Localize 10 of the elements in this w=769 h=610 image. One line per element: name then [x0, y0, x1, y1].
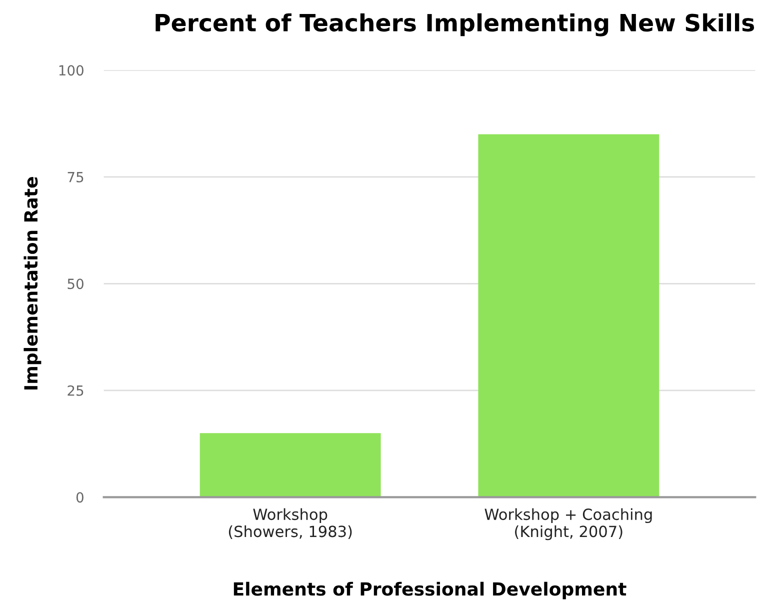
x-tick-label: Workshop (Showers, 1983)	[228, 508, 352, 539]
y-tick-label: 100	[59, 65, 84, 76]
chart-title: Percent of Teachers Implementing New Skills	[156, 13, 754, 36]
y-tick-label: 0	[76, 492, 84, 503]
y-tick-label: 50	[68, 278, 84, 290]
y-tick-label: 25	[68, 385, 84, 396]
x-tick-label: Workshop + Coaching (Knight, 2007)	[484, 508, 652, 540]
x-axis-title: Elements of Professional Development	[234, 582, 626, 600]
y-axis-title: Implementation Rate	[24, 177, 42, 390]
y-tick-label: 75	[68, 172, 84, 182]
